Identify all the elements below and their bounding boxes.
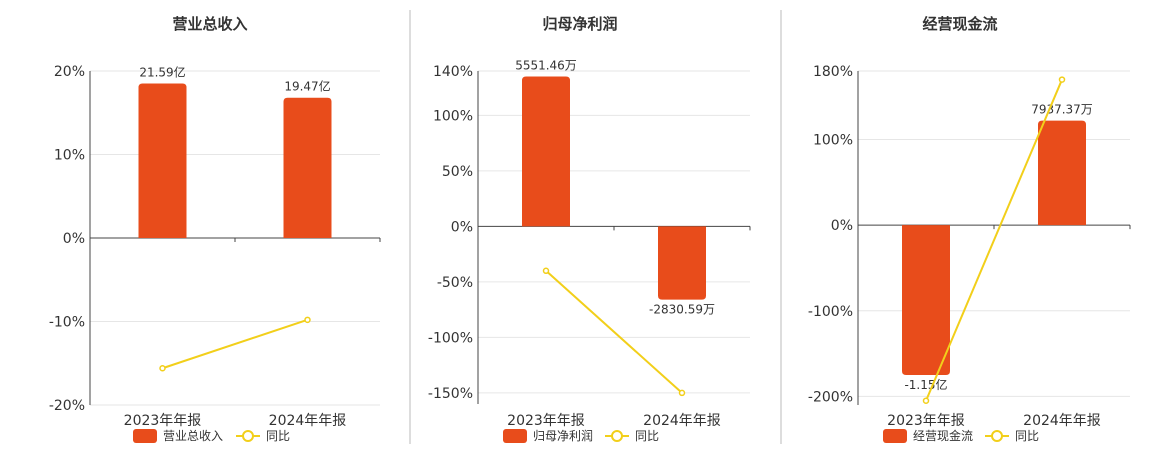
y-tick-label: -50% [437,275,473,291]
yoy-line [162,318,308,370]
y-tick-label: 100% [813,133,853,149]
x-category-label: 2023年年报 [887,413,965,429]
legend-bar-swatch [133,429,157,443]
bar [522,76,570,227]
yoy-point [159,365,166,372]
y-tick-label: -150% [428,386,473,402]
chart-title: 归母净利润 [542,15,617,33]
legend-line-marker [991,430,1003,442]
y-tick-label: 180% [813,64,853,80]
y-tick-label: 140% [433,64,473,80]
legend-bar-label: 归母净利润 [533,429,593,443]
bar [658,226,706,300]
bar [1038,120,1086,226]
yoy-line [545,270,683,394]
bar [902,225,950,376]
legend-line-marker [611,430,623,442]
legend-line-marker [242,430,254,442]
bar-value-label: 19.47亿 [284,79,330,94]
chart-title: 经营现金流 [922,15,997,33]
x-category-label: 2024年年报 [1023,413,1101,429]
legend-bar-swatch [883,429,907,443]
yoy-point [678,389,686,397]
y-tick-label: 100% [433,108,473,124]
bar-value-label: -1.15亿 [904,377,947,392]
y-tick-label: 0% [451,219,473,235]
yoy-point [922,397,930,404]
legend-bar-label: 营业总收入 [163,429,223,443]
y-tick-label: -100% [808,304,853,320]
x-category-label: 2023年年报 [124,413,202,429]
yoy-point [1058,76,1066,83]
yoy-point [304,316,311,324]
bar-value-label: 5551.46万 [515,59,577,73]
x-category-label: 2024年年报 [643,413,721,429]
y-tick-label: -20% [49,398,85,414]
bar [138,83,187,239]
bar-value-label: 21.59亿 [139,65,185,80]
y-tick-label: -200% [808,389,853,405]
bar-value-label: 7937.37万 [1031,103,1093,117]
legend-line-label: 同比 [635,429,659,443]
y-tick-label: 0% [63,231,85,247]
y-tick-label: 20% [54,64,85,80]
legend-bar-swatch [503,429,527,443]
legend-line-label: 同比 [266,429,290,443]
y-tick-label: -10% [49,315,85,331]
bar [283,97,332,238]
y-tick-label: 50% [442,164,473,180]
y-tick-label: -100% [428,330,473,346]
chart-title: 营业总收入 [172,15,247,33]
legend-bar-label: 经营现金流 [913,428,973,443]
x-category-label: 2023年年报 [507,413,585,429]
x-category-label: 2024年年报 [269,413,347,429]
yoy-line [925,79,1063,402]
legend-line-label: 同比 [1015,429,1039,443]
yoy-point [542,267,550,275]
y-tick-label: 10% [54,148,85,164]
bar-value-label: -2830.59万 [649,303,715,317]
y-tick-label: 0% [831,218,853,234]
